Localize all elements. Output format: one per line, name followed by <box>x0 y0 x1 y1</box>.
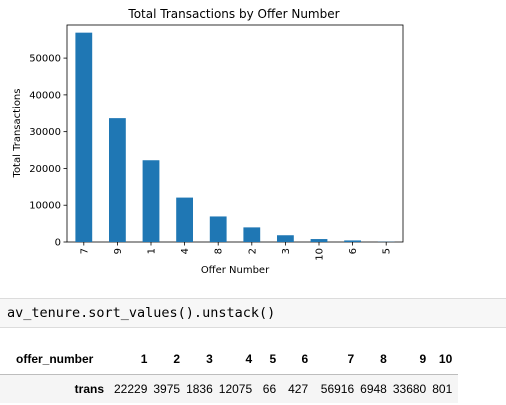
code-cell-source[interactable]: av_tenure.sort_values().unstack() <box>7 305 276 321</box>
y-tick-label: 50000 <box>29 54 61 65</box>
x-tick-label: 4 <box>180 248 191 254</box>
x-tick-label: 10 <box>315 248 326 261</box>
y-axis: 0 10000 20000 30000 40000 50000 <box>29 54 67 249</box>
chart-title: Total Transactions by Offer Number <box>127 7 339 21</box>
table-cell: 3975 <box>153 374 187 403</box>
x-tick-label: 3 <box>281 248 292 254</box>
index-label: offer_number <box>16 352 94 366</box>
x-tick-label: 6 <box>348 248 359 254</box>
column-header: 8 <box>380 352 387 366</box>
output-table: offer_number 1 2 3 4 5 6 7 8 9 10 trans 22229 3975… <box>0 344 506 403</box>
bar-chart: Total Transactions by Offer Number 0 1000… <box>12 7 404 276</box>
y-tick-label: 20000 <box>29 164 61 175</box>
x-axis-label: Offer Number <box>201 265 270 276</box>
y-axis-label: Total Transactions <box>12 89 23 179</box>
x-tick-label: 9 <box>113 248 124 254</box>
table-cell: 801 <box>432 374 459 403</box>
bars-group <box>75 32 395 242</box>
row-label: trans <box>0 374 114 403</box>
x-tick-label: 5 <box>382 248 393 254</box>
bar-offer-4 <box>176 197 193 242</box>
x-tick-label: 7 <box>79 248 90 254</box>
plot-area-frame <box>66 24 404 243</box>
table-row: trans 22229 3975 1836 12075 66 427 56916 6948 33… <box>0 374 459 403</box>
bar-offer-10 <box>310 239 328 242</box>
column-header: 2 <box>173 352 181 366</box>
table-cell: 22229 <box>114 374 154 403</box>
y-tick-label: 30000 <box>29 127 61 138</box>
table-cell: 1836 <box>186 374 219 403</box>
bar-offer-2 <box>243 227 261 242</box>
column-header: 3 <box>206 352 213 366</box>
column-header: 5 <box>269 352 277 366</box>
bar-offer-6 <box>344 240 361 242</box>
y-tick-label: 40000 <box>29 90 61 101</box>
table-cell: 6948 <box>360 374 393 403</box>
table-cell: 33680 <box>392 374 433 403</box>
bar-offer-9 <box>109 118 126 242</box>
column-header: 4 <box>245 352 253 366</box>
y-tick-label: 0 <box>55 238 61 249</box>
x-tick-label: 1 <box>147 248 158 254</box>
x-tick-label: 2 <box>247 248 258 254</box>
bar-offer-7 <box>75 32 93 242</box>
column-header: 1 <box>140 352 148 366</box>
table-cell: 56916 <box>314 374 361 403</box>
table-cell: 66 <box>258 374 283 403</box>
column-header: 6 <box>301 352 309 366</box>
column-header: 7 <box>347 352 355 366</box>
bar-offer-3 <box>277 235 294 242</box>
x-tick-label: 8 <box>214 248 225 254</box>
y-tick-label: 10000 <box>29 201 61 212</box>
bar-offer-8 <box>209 216 227 242</box>
column-header: 10 <box>438 352 453 366</box>
code-cell[interactable]: av_tenure.sort_values().unstack() <box>0 298 506 328</box>
x-axis: 7 9 1 4 8 2 3 10 6 5 <box>79 242 393 261</box>
table-cell: 427 <box>282 374 315 403</box>
column-header: 9 <box>419 352 427 366</box>
table-header-row: offer_number 1 2 3 4 5 6 7 8 9 10 <box>0 344 458 375</box>
bar-offer-1 <box>142 160 160 242</box>
table-cell: 12075 <box>218 374 259 403</box>
